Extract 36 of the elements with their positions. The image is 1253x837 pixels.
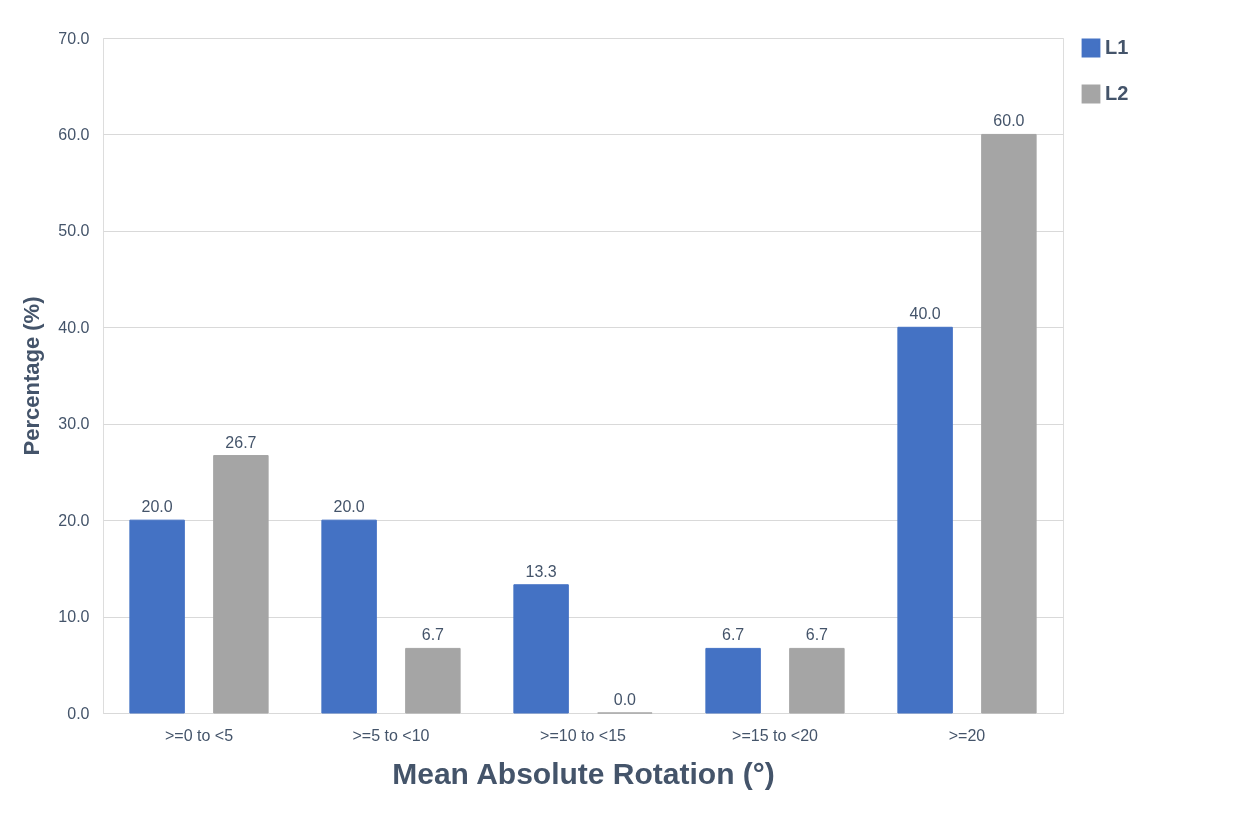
x-tick-label: >=15 to <20	[732, 726, 819, 744]
y-axis-title: Percentage (%)	[19, 296, 45, 456]
x-tick-label: >=5 to <10	[352, 726, 430, 744]
bar	[129, 519, 185, 714]
x-axis-title: Mean Absolute Rotation (°)	[392, 756, 775, 790]
bar	[405, 647, 461, 714]
data-label: 20.0	[141, 498, 173, 516]
bar	[321, 519, 377, 714]
bar	[897, 326, 953, 714]
x-tick-label: >=20	[948, 726, 986, 744]
y-tick-label: 10.0	[58, 608, 90, 626]
bar	[981, 133, 1037, 714]
data-label: 13.3	[525, 562, 557, 580]
y-tick-label: 20.0	[58, 511, 90, 529]
data-label: 6.7	[805, 626, 829, 644]
data-label: 20.0	[333, 498, 365, 516]
y-tick-label: 30.0	[58, 415, 90, 433]
data-label: 26.7	[225, 433, 257, 451]
y-tick-label: 60.0	[58, 125, 90, 143]
x-tick-label: >=0 to <5	[164, 726, 234, 744]
bar	[513, 584, 569, 714]
data-label: 6.7	[721, 626, 745, 644]
data-label: 0.0	[613, 691, 637, 708]
data-label: 6.7	[421, 626, 445, 644]
y-tick-label: 40.0	[58, 318, 90, 336]
bar	[705, 647, 761, 714]
y-tick-label: 50.0	[58, 222, 90, 240]
y-tick-label: 0.0	[67, 704, 90, 722]
data-label: 60.0	[993, 112, 1025, 130]
data-label: 40.0	[909, 305, 941, 323]
bar	[213, 455, 269, 714]
legend-label: L2	[1105, 82, 1129, 104]
x-tick-label: >=10 to <15	[540, 726, 627, 744]
y-tick-label: 70.0	[58, 29, 90, 47]
bar	[789, 647, 845, 714]
legend-label: L1	[1105, 36, 1129, 58]
